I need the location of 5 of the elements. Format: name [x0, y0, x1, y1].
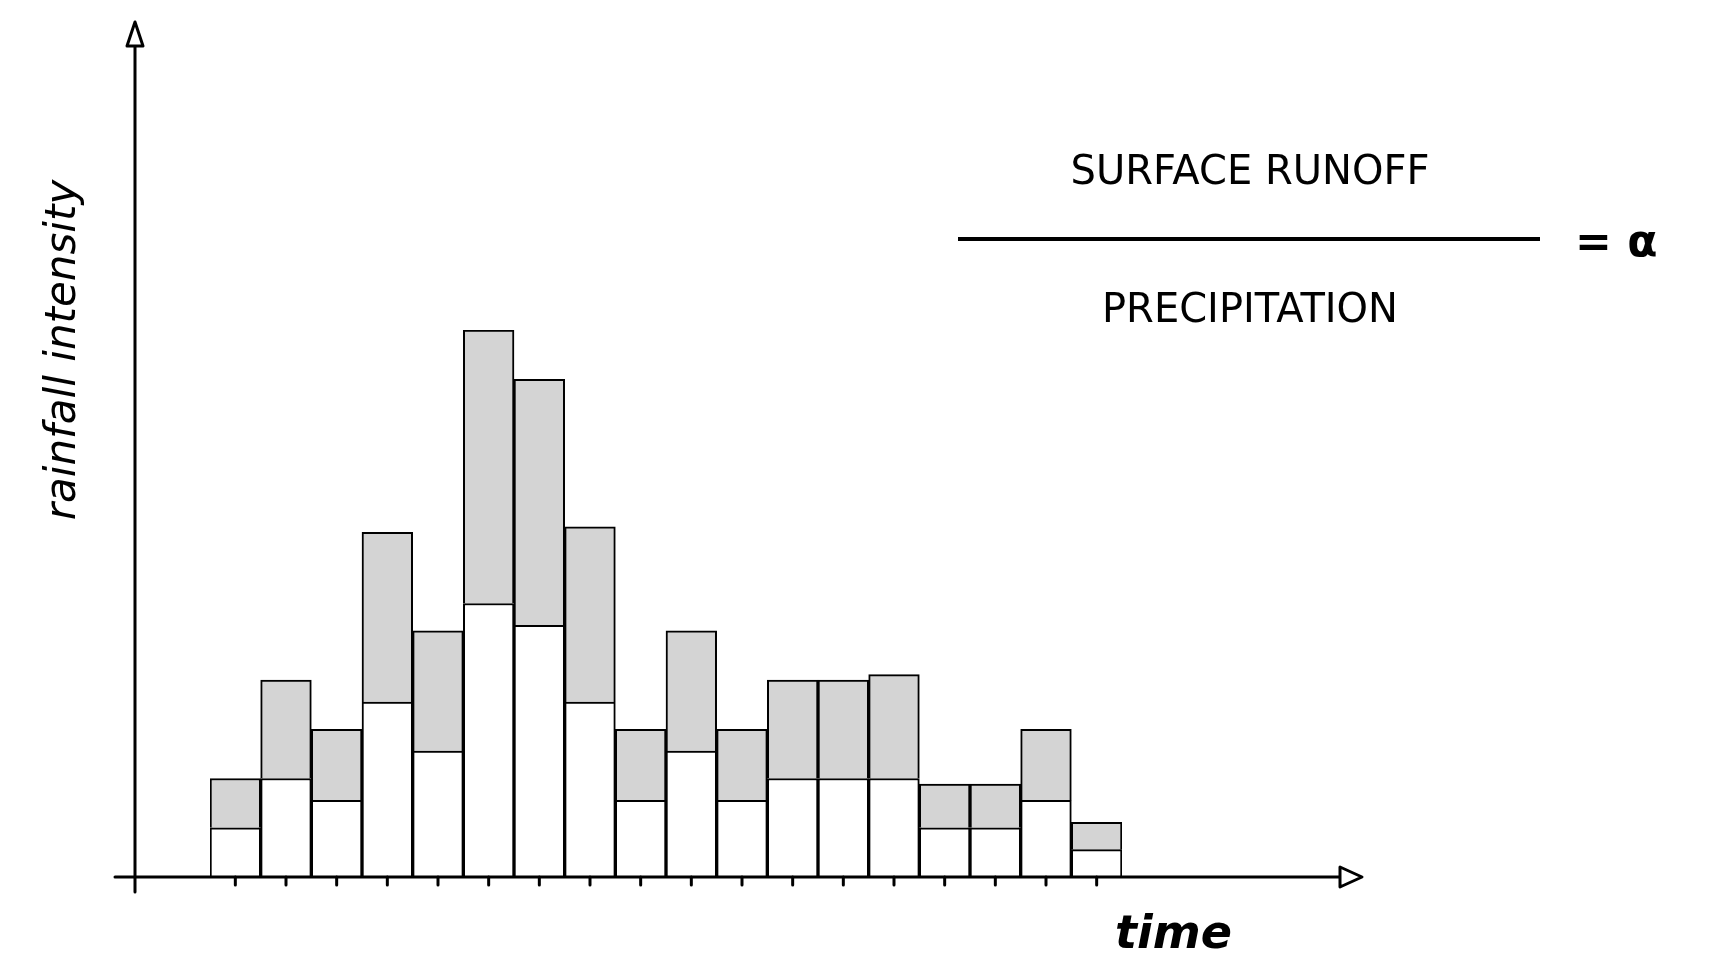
text: = α: [1575, 214, 1658, 266]
x-axis-title: time: [1115, 905, 1232, 959]
text: SURFACE RUNOFF: [1070, 147, 1430, 193]
y-axis-title: rainfall intensity: [35, 179, 85, 521]
text: PRECIPITATION: [1101, 285, 1399, 331]
